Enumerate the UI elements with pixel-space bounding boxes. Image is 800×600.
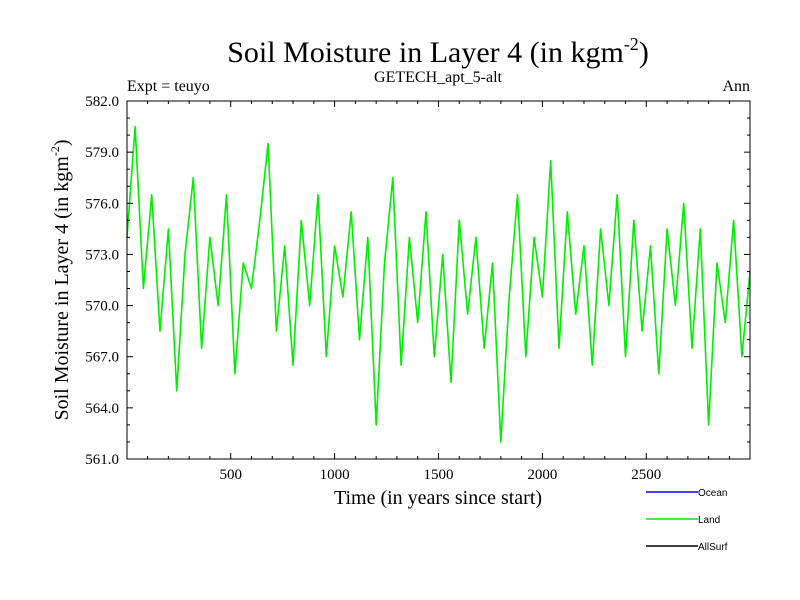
y-tick-label: 573.0 (85, 247, 119, 263)
y-tick-label: 561.0 (85, 452, 119, 468)
season-label: Ann (722, 78, 750, 95)
y-tick-label: 576.0 (85, 196, 119, 212)
y-axis-label: Soil Moisture in Layer 4 (in kgm-2) (48, 139, 73, 420)
x-tick-label: 2000 (527, 467, 557, 483)
chart-subtitle: GETECH_apt_5-alt (374, 69, 503, 86)
series-line-land (126, 125, 751, 443)
x-tick-label: 1500 (424, 467, 454, 483)
chart-title: Soil Moisture in Layer 4 (in kgm-2) (227, 34, 649, 69)
plot-area: 500 1000 1500 2000 2500 561.0 564.0 567.0 570.0… (85, 94, 751, 483)
x-axis-label: Time (in years since start) (334, 487, 542, 509)
legend-label-allsurf: AllSurf (698, 542, 728, 553)
x-tick-label: 1000 (320, 467, 350, 483)
series-layer (126, 125, 751, 443)
legend-label-land: Land (698, 515, 720, 526)
x-tick-label: 2500 (631, 467, 661, 483)
experiment-label: Expt = teuyo (127, 78, 210, 95)
y-tick-label: 567.0 (85, 350, 119, 366)
y-tick-label: 582.0 (85, 94, 119, 110)
y-axis: 561.0 564.0 567.0 570.0 573.0 576.0 579.0 582.0 (85, 94, 750, 468)
x-tick-label: 500 (219, 467, 242, 483)
y-tick-label: 564.0 (85, 401, 119, 417)
y-tick-label: 579.0 (85, 145, 119, 161)
legend-label-ocean: Ocean (698, 488, 727, 499)
x-axis: 500 1000 1500 2000 2500 (147, 101, 730, 483)
legend: Ocean Land AllSurf (646, 488, 728, 553)
y-tick-label: 570.0 (85, 299, 119, 315)
